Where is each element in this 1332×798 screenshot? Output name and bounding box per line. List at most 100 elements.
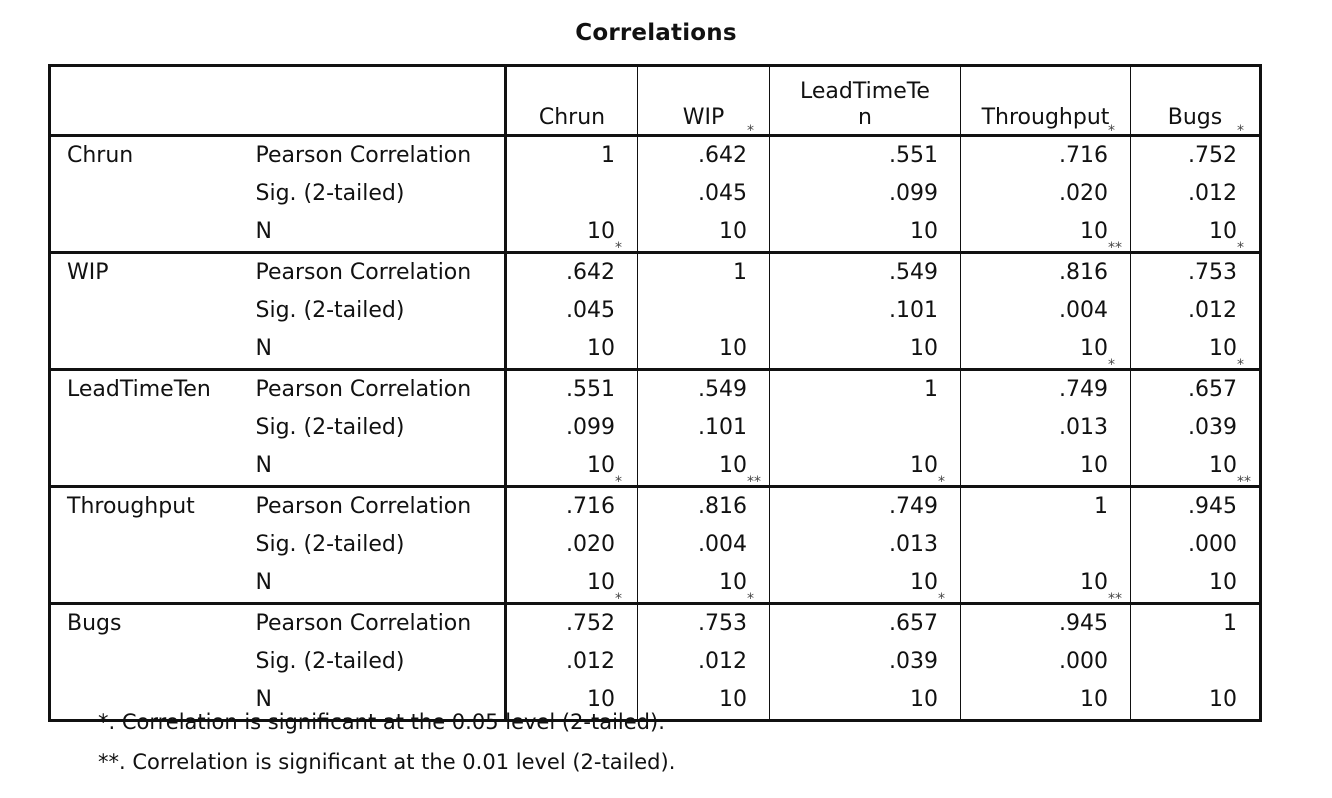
statistic-label: Sig. (2-tailed)	[255, 298, 405, 323]
column-header: Chrun	[504, 65, 638, 137]
statistic-label: Sig. (2-tailed)	[255, 532, 405, 557]
table-cell: 1	[504, 135, 638, 175]
table-cell: .020	[504, 526, 638, 564]
table-cell: .716 *	[504, 475, 638, 526]
variable-label: LeadTimeTen	[67, 377, 211, 402]
table-cell: 10	[960, 330, 1131, 371]
table-row: Throughput Pearson Correlation .716 * .816 **…	[50, 475, 1261, 526]
table-cell: .642 *	[637, 124, 770, 175]
table-cell: .551	[769, 135, 961, 175]
table-cell: 10	[1130, 681, 1261, 721]
variable-label	[50, 643, 246, 681]
table-cell: 1	[960, 486, 1131, 526]
table-cell: 10	[960, 564, 1131, 605]
significance-marker: *	[747, 123, 754, 139]
table-cell: .657 *	[769, 592, 961, 643]
table-cell: .642 *	[504, 241, 638, 292]
table-row: N 10 10 10 10 10	[49, 213, 1261, 254]
table-cell: 10	[960, 447, 1131, 488]
table-cell: 10	[769, 681, 961, 721]
table-cell: .753 *	[637, 592, 770, 643]
variable-label: Bugs	[67, 611, 122, 636]
significance-marker: **	[1108, 591, 1122, 607]
table-row: Sig. (2-tailed) .012.012.039.000	[50, 643, 1261, 681]
table-cell: .551	[504, 369, 638, 409]
table-cell: 10	[637, 564, 770, 605]
column-header: Bugs	[1130, 65, 1261, 137]
table-row: Bugs Pearson Correlation .752 * .753 * .657 * .9…	[50, 592, 1261, 643]
table-cell: .012	[1130, 292, 1261, 330]
table-row: Sig. (2-tailed) .020.004.013 .000	[50, 526, 1261, 564]
table-cell: 1	[637, 252, 770, 292]
table-cell: .752 *	[1130, 124, 1261, 175]
variable-label	[49, 447, 246, 488]
table-cell: 10	[1130, 213, 1261, 254]
table-cell: 10	[1130, 447, 1261, 488]
table-cell: 10	[637, 213, 770, 254]
table-cell: .716 *	[960, 124, 1131, 175]
statistic-label: Pearson Correlation	[255, 494, 472, 519]
significance-marker: **	[1108, 240, 1122, 256]
table-row: Sig. (2-tailed) .045.099.020.012	[50, 175, 1261, 213]
footnote-01: **. Correlation is significant at the 0.…	[98, 750, 676, 774]
statistic-label: N	[245, 213, 506, 254]
significance-marker: *	[1108, 357, 1115, 373]
table-cell: .012	[504, 643, 638, 681]
table-cell: 10	[1130, 330, 1261, 371]
table-cell: .000	[960, 643, 1131, 681]
table-cell: .752 *	[504, 592, 638, 643]
table-cell: 10	[504, 330, 638, 371]
table-cell: .101	[637, 409, 770, 447]
table-cell	[769, 409, 961, 447]
table-cell: 10	[769, 330, 961, 371]
table-cell: .013	[960, 409, 1131, 447]
table-cell: .004	[637, 526, 770, 564]
table-cell: .549	[769, 252, 961, 292]
table-cell: 10	[769, 447, 961, 488]
table-cell: .004	[960, 292, 1131, 330]
table-cell: 10	[1130, 564, 1261, 605]
significance-marker: *	[938, 474, 945, 490]
variable-label: Chrun	[67, 143, 134, 168]
table-cell: .045	[637, 175, 770, 213]
variable-label	[50, 292, 246, 330]
statistic-label: N	[255, 687, 272, 712]
table-cell: .753 *	[1130, 241, 1261, 292]
table-cell: 10	[504, 213, 638, 254]
significance-marker: *	[747, 591, 754, 607]
table-cell: 10	[637, 681, 770, 721]
table-title: Correlations	[575, 20, 737, 46]
header-row: Chrun WIP LeadTimeTe n Throughput Bugs	[49, 65, 1261, 137]
table-cell: .099	[504, 409, 638, 447]
table-row: N 10 10 10 10 10	[49, 330, 1261, 371]
table-cell: 10	[769, 213, 961, 254]
table-cell: .012	[637, 643, 770, 681]
table-cell: .012	[1130, 175, 1261, 213]
table-cell: .945 **	[1130, 475, 1261, 526]
table-cell: .101	[769, 292, 961, 330]
variable-label	[49, 330, 246, 371]
table-cell: .000	[1130, 526, 1261, 564]
table-cell: .657 *	[1130, 358, 1261, 409]
table-row: LeadTimeTen Pearson Correlation .551.549 1.…	[50, 358, 1261, 409]
variable-label: WIP	[67, 260, 109, 285]
footnote-05: *. Correlation is significant at the 0.0…	[98, 710, 665, 734]
table-cell: 10	[504, 447, 638, 488]
column-header: WIP	[637, 65, 770, 137]
table-cell: .749 *	[960, 358, 1131, 409]
table-cell: .549	[637, 369, 770, 409]
significance-marker: *	[615, 240, 622, 256]
table-row: N 10 10 10 10 10	[50, 681, 1261, 721]
table-cell: 10	[637, 447, 770, 488]
significance-marker: *	[1237, 240, 1244, 256]
table-cell: .039	[769, 643, 961, 681]
variable-label	[50, 175, 246, 213]
table-row: N 10 10 10 10 10	[49, 564, 1261, 605]
column-header: LeadTimeTe n	[769, 65, 961, 137]
table-cell: 10	[504, 681, 638, 721]
significance-marker: **	[747, 474, 761, 490]
table-cell: .045	[504, 292, 638, 330]
table-row: N 10 10 10 10 10	[49, 447, 1261, 488]
variable-label: Throughput	[67, 494, 195, 519]
statistic-label: N	[245, 564, 506, 605]
